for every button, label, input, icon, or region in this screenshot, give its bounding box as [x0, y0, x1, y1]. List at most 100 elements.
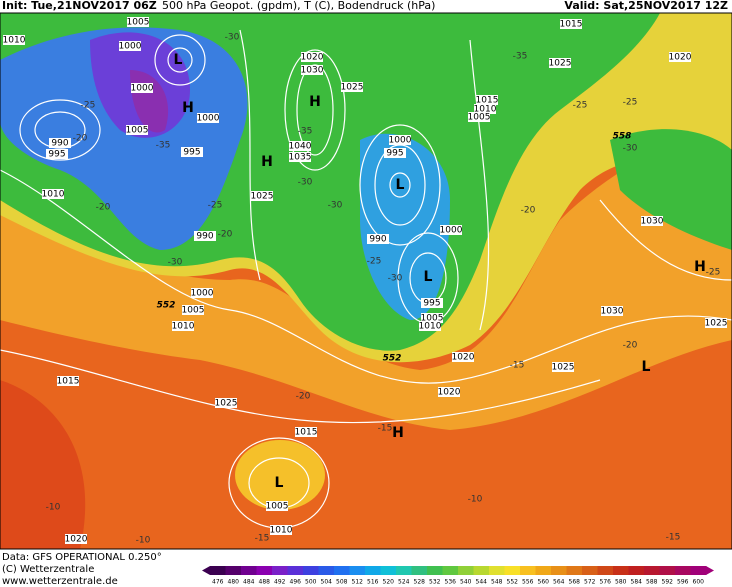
isobar-label: 995: [48, 150, 65, 160]
label-bg: [476, 95, 498, 105]
colorbar-swatch: [566, 566, 583, 575]
label-bg: [289, 152, 311, 162]
colorbar-swatch: [411, 566, 428, 575]
temperature-label: -35: [298, 127, 313, 137]
isobar-label: 1020: [301, 53, 324, 63]
colorbar-swatch: [380, 566, 397, 575]
colorbar-arrow-left: [202, 566, 210, 575]
colorbar-swatch: [613, 566, 629, 575]
colorbar-tick-label: 500: [305, 579, 317, 586]
colorbar-tick-label: 516: [367, 579, 379, 586]
init-time: Init: Tue,21NOV2017 06Z: [2, 0, 157, 12]
pressure-center: H: [182, 100, 194, 116]
temperature-label: -10: [46, 503, 61, 513]
temperature-label: -30: [298, 178, 313, 188]
label-bg: [419, 321, 441, 331]
isobar-label: 1025: [251, 192, 274, 202]
colorbar-swatch: [365, 566, 381, 575]
colorbar-swatch: [504, 566, 521, 575]
pressure-center: L: [275, 475, 284, 491]
colorbar-tick-label: 544: [476, 579, 488, 586]
label-bg: [181, 147, 203, 157]
colorbar-swatch: [458, 566, 474, 575]
valid-time: Valid: Sat,25NOV2017 12Z: [564, 0, 728, 12]
temperature-label: -30: [388, 274, 403, 284]
temperature-label: -20: [96, 203, 111, 213]
isobar-label: 1000: [191, 289, 214, 299]
temperature-label: -30: [225, 33, 240, 43]
label-bg: [301, 52, 323, 62]
label-bg: [421, 313, 443, 323]
isobar-label: 1005: [421, 314, 444, 324]
colorbar-tick-label: 488: [259, 579, 271, 586]
label-bg: [42, 189, 64, 199]
colorbar-swatch: [396, 566, 412, 575]
colorbar-tick-label: 504: [321, 579, 333, 586]
label-bg: [131, 83, 153, 93]
isobar-label: 1020: [669, 53, 692, 63]
colorbar-arrow-right: [706, 566, 714, 575]
label-bg: [601, 306, 623, 316]
colorbar-swatch: [303, 566, 319, 575]
colorbar-tick-label: 556: [522, 579, 534, 586]
isobar-label: 1010: [3, 36, 26, 46]
footer-url: www.wetterzentrale.de: [2, 576, 118, 587]
isobar-label: 1005: [126, 126, 149, 136]
isobar-label: 1005: [266, 502, 289, 512]
isobar-label: 1025: [549, 59, 572, 69]
pressure-center: L: [174, 52, 183, 68]
temperature-label: -20: [521, 206, 536, 216]
colorbar-swatch: [442, 566, 459, 575]
label-bg: [266, 501, 288, 511]
temperature-label: -15: [666, 533, 681, 543]
isobar-label: 1030: [601, 307, 624, 317]
footer-data: Data: GFS OPERATIONAL 0.250°: [2, 552, 162, 563]
label-bg: [669, 52, 691, 62]
colorbar-tick-label: 520: [383, 579, 395, 586]
temperature-label: -25: [367, 257, 382, 267]
colorbar-tick-label: 592: [662, 579, 674, 586]
temperature-label: -25: [81, 101, 96, 111]
label-bg: [197, 113, 219, 123]
label-bg: [215, 398, 237, 408]
isobar-label: 1010: [42, 190, 65, 200]
label-bg: [367, 234, 389, 244]
isobar-label: 990: [369, 235, 386, 245]
colorbar-tick-label: 552: [507, 579, 519, 586]
map-frame: [0, 12, 732, 550]
colorbar-swatch: [427, 566, 443, 575]
colorbar-tick-label: 532: [429, 579, 441, 586]
colorbar-tick-label: 540: [460, 579, 472, 586]
label-bg: [468, 112, 490, 122]
colorbar-tick-label: 528: [414, 579, 426, 586]
height-label: 552: [157, 301, 176, 311]
temperature-label: -30: [328, 201, 343, 211]
label-bg: [182, 305, 204, 315]
label-bg: [270, 525, 292, 535]
colorbar-tick-label: 548: [491, 579, 503, 586]
temperature-label: -10: [136, 536, 151, 546]
temperature-label: -15: [378, 424, 393, 434]
isobar-label: 1025: [341, 83, 364, 93]
label-bg: [705, 318, 727, 328]
isobar-label: 1000: [440, 226, 463, 236]
isobar-label: 1005: [127, 18, 150, 28]
isobar-label: 1020: [438, 388, 461, 398]
label-bg: [3, 35, 25, 45]
colorbar-tick-label: 600: [693, 579, 705, 586]
colorbar-tick-label: 596: [677, 579, 689, 586]
colorbar-tick-label: 476: [212, 579, 224, 586]
temperature-label: -15: [255, 534, 270, 544]
isobar-label: 995: [183, 148, 200, 158]
colorbar-tick-label: 580: [615, 579, 627, 586]
label-bg: [384, 148, 406, 158]
label-bg: [641, 216, 663, 226]
label-bg: [65, 534, 87, 544]
colorbar-tick-label: 572: [584, 579, 596, 586]
colorbar-tick-label: 496: [290, 579, 302, 586]
map-field: [0, 13, 732, 549]
colorbar-swatch: [690, 566, 707, 575]
temperature-label: -25: [706, 268, 721, 278]
